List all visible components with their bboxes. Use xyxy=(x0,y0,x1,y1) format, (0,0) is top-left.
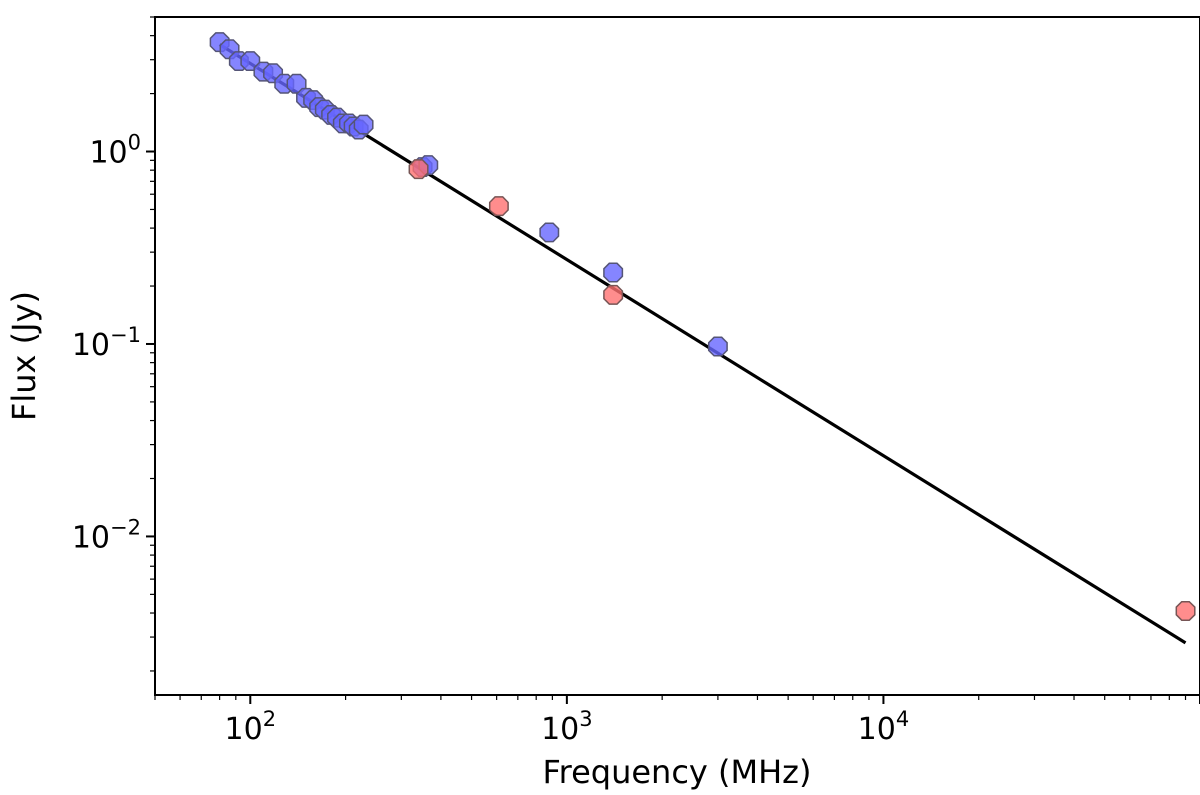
y-axis-label: Flux (Jy) xyxy=(5,291,43,421)
y-tick-label: 10−1 xyxy=(72,323,141,363)
fit-line-group xyxy=(218,43,1187,645)
y-tick-label: 100 xyxy=(89,131,141,171)
x-tick-label: 103 xyxy=(541,707,593,747)
series-2-point xyxy=(1175,600,1196,621)
series-1-point xyxy=(539,222,560,243)
series-2-point xyxy=(488,196,509,217)
plot-frame xyxy=(154,16,1200,696)
series-1-point xyxy=(603,262,624,283)
fit-line xyxy=(218,43,1187,645)
series-1-point xyxy=(707,336,728,357)
x-axis-label: Frequency (MHz) xyxy=(543,753,812,791)
y-tick-label: 10−2 xyxy=(72,515,141,555)
series-1-point xyxy=(353,114,374,135)
tick-labels: 102 103 104 10−2 10−1 100 xyxy=(72,131,909,747)
x-tick-label: 104 xyxy=(858,707,910,747)
series-2-point xyxy=(408,159,429,180)
data-points xyxy=(209,32,1196,621)
x-tick-label: 102 xyxy=(225,707,277,747)
series-2-point xyxy=(603,284,624,305)
axis-ticks xyxy=(146,16,1200,704)
series-1-point xyxy=(240,51,261,72)
